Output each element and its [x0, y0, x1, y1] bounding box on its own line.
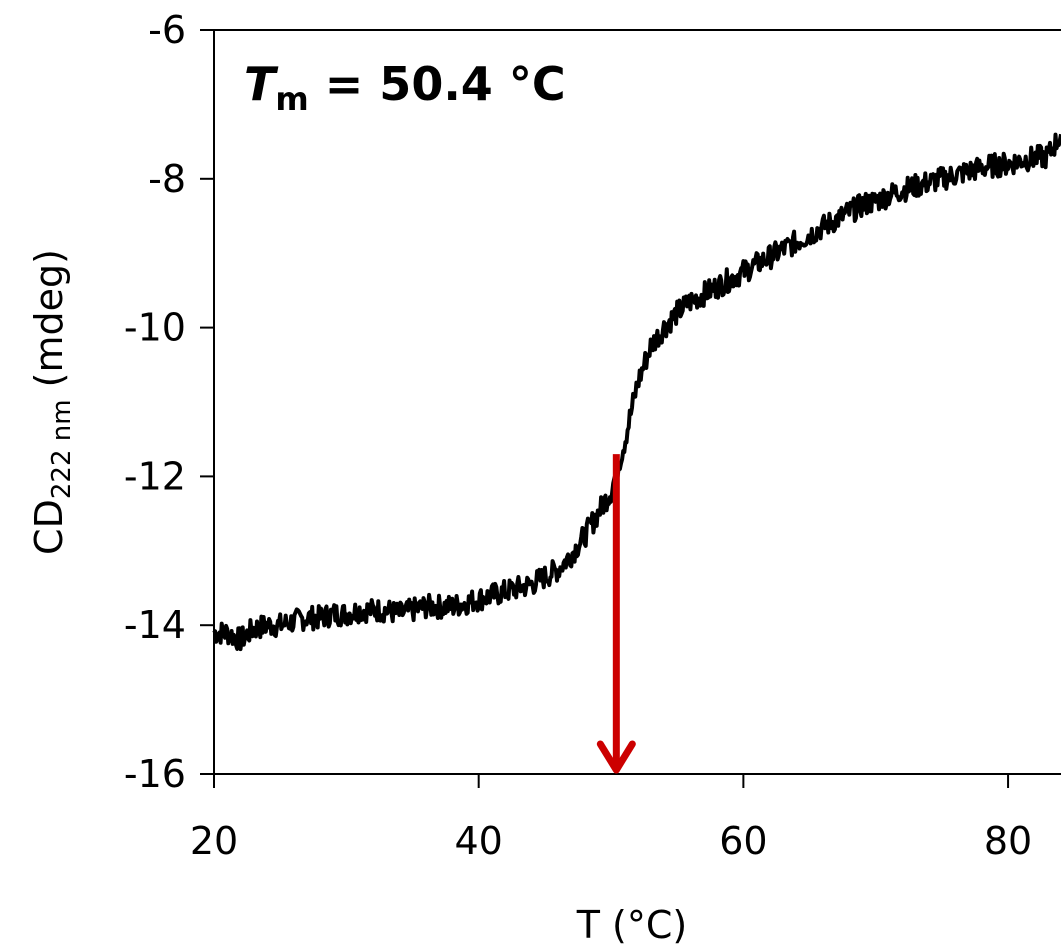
- y-ticks: -16 -14 -12 -10 -8 -6: [124, 8, 214, 796]
- tm-annotation-rest: = 50.4 °C: [309, 57, 566, 111]
- x-tick-label: 20: [190, 819, 238, 863]
- x-axis-title: T (°C): [576, 903, 687, 947]
- y-axis-title: CD222 nm (mdeg): [27, 249, 77, 555]
- tm-annotation-symbol: T: [244, 57, 279, 111]
- tm-arrow-head: [596, 740, 636, 774]
- x-tick-label: 80: [984, 819, 1032, 863]
- series-line-cd222: [212, 132, 1061, 652]
- y-tick-label: -16: [124, 752, 186, 796]
- y-axis-title-unit: (mdeg): [27, 249, 71, 399]
- x-tick-label: 60: [719, 819, 767, 863]
- y-tick-label: -8: [148, 157, 186, 201]
- y-tick-label: -10: [124, 306, 186, 350]
- y-axis-title-main: CD: [27, 499, 71, 555]
- x-ticks: 20 40 60 80: [190, 774, 1032, 863]
- tm-annotation-subscript: m: [275, 80, 308, 118]
- y-tick-label: -6: [148, 8, 186, 52]
- x-tick-label: 40: [455, 819, 503, 863]
- y-axis-title-subscript: 222 nm: [47, 399, 77, 499]
- y-tick-label: -12: [124, 454, 186, 498]
- tm-annotation: Tm = 50.4 °C: [244, 57, 566, 118]
- y-tick-label: -14: [124, 603, 186, 647]
